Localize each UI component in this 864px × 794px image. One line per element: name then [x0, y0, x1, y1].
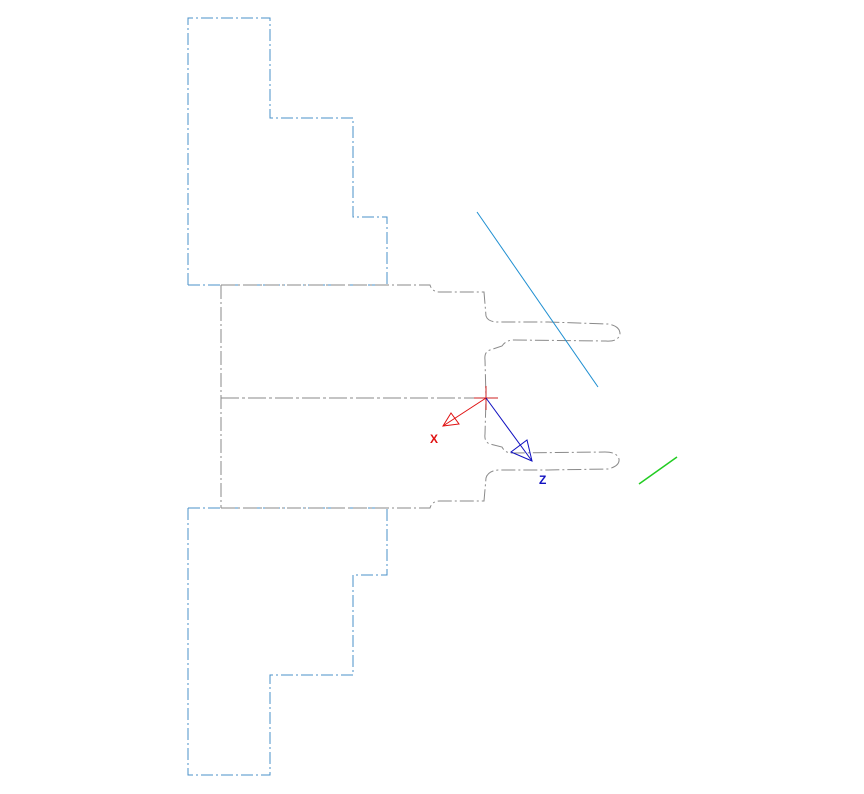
workpiece-profile — [220, 284, 621, 509]
workpiece-lower-contour — [221, 397, 620, 509]
workpiece-upper-contour — [221, 284, 621, 399]
tool-path-line[interactable] — [476, 211, 599, 388]
x-axis-label: X — [430, 432, 438, 446]
arrow-z-icon — [485, 397, 533, 462]
arrow-x-icon — [442, 397, 487, 427]
upper-chuck-jaw — [187, 17, 388, 286]
lower-chuck-jaw — [187, 507, 388, 776]
z-axis-label: Z — [539, 473, 546, 487]
green-reference-line[interactable] — [638, 456, 678, 485]
